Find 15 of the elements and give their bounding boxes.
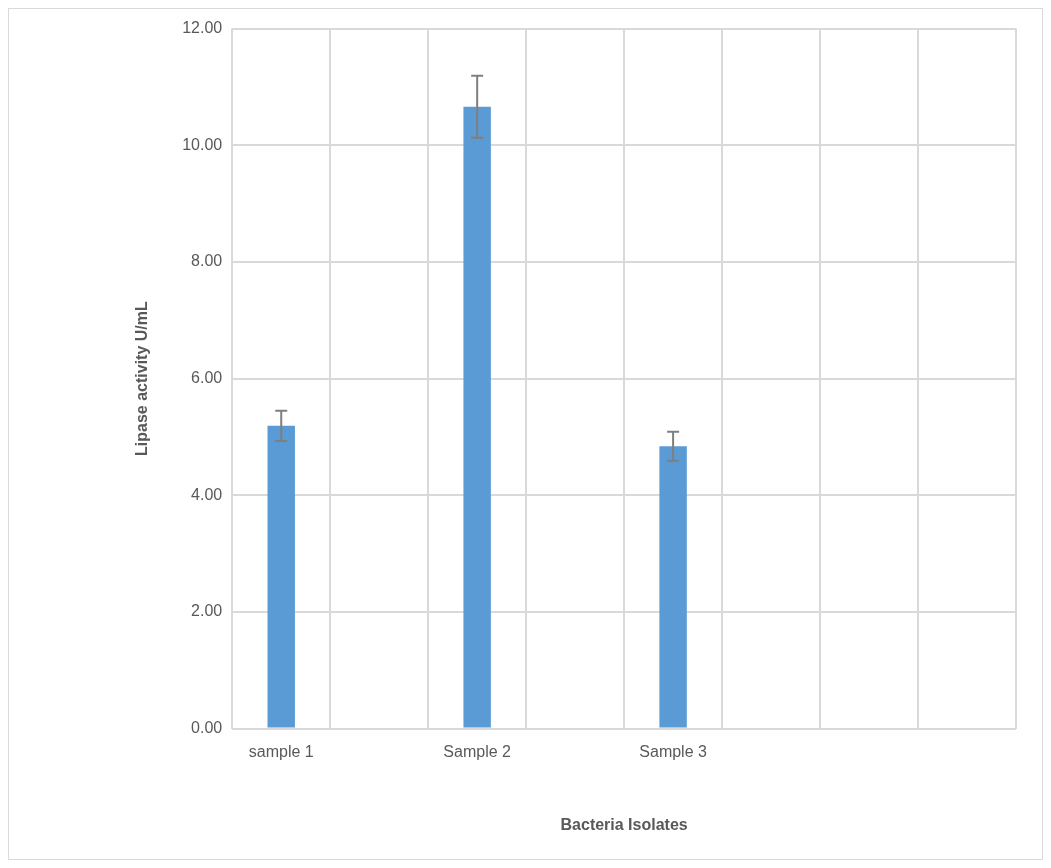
x-tick-label: Sample 2 — [443, 742, 512, 760]
x-axis-title: Bacteria Isolates — [560, 815, 688, 833]
x-tick-label: sample 1 — [248, 742, 314, 760]
x-tick-label: Sample 3 — [639, 742, 707, 760]
y-axis-title: Lipase activity U/mL — [133, 301, 151, 456]
y-tick-label: 0.00 — [191, 719, 223, 737]
y-tick-label: 2.00 — [191, 602, 223, 620]
y-tick-label: 10.00 — [182, 135, 223, 153]
bar — [463, 106, 491, 728]
bar — [267, 425, 295, 728]
y-tick-label: 4.00 — [191, 485, 223, 503]
bar — [659, 446, 687, 728]
y-tick-label: 12.00 — [182, 19, 223, 37]
y-tick-label: 8.00 — [191, 252, 223, 270]
y-tick-label: 6.00 — [191, 369, 223, 387]
